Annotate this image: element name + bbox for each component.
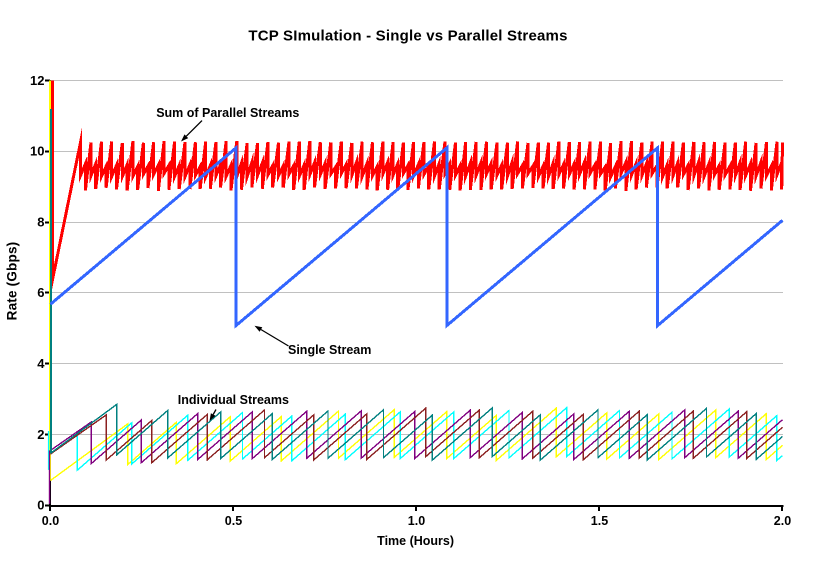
- svg-text:0.0: 0.0: [42, 514, 59, 528]
- svg-text:Rate (Gbps): Rate (Gbps): [5, 242, 20, 321]
- svg-text:8: 8: [37, 214, 44, 229]
- svg-text:4: 4: [37, 356, 45, 371]
- svg-text:0: 0: [37, 498, 44, 513]
- svg-text:Individual Streams: Individual Streams: [178, 393, 289, 407]
- svg-text:1.5: 1.5: [591, 514, 608, 528]
- svg-text:6: 6: [37, 285, 44, 300]
- svg-text:0.5: 0.5: [225, 514, 242, 528]
- svg-text:10: 10: [30, 144, 44, 159]
- svg-text:1.0: 1.0: [408, 514, 425, 528]
- svg-text:2: 2: [37, 427, 44, 442]
- svg-text:Single Stream: Single Stream: [288, 343, 371, 357]
- svg-text:Time (Hours): Time (Hours): [377, 534, 454, 548]
- svg-text:12: 12: [30, 73, 44, 88]
- svg-text:Sum of Parallel Streams: Sum of Parallel Streams: [156, 106, 299, 120]
- svg-text:TCP SImulation - Single vs Par: TCP SImulation - Single vs Parallel Stre…: [248, 28, 567, 45]
- svg-text:2.0: 2.0: [774, 514, 791, 528]
